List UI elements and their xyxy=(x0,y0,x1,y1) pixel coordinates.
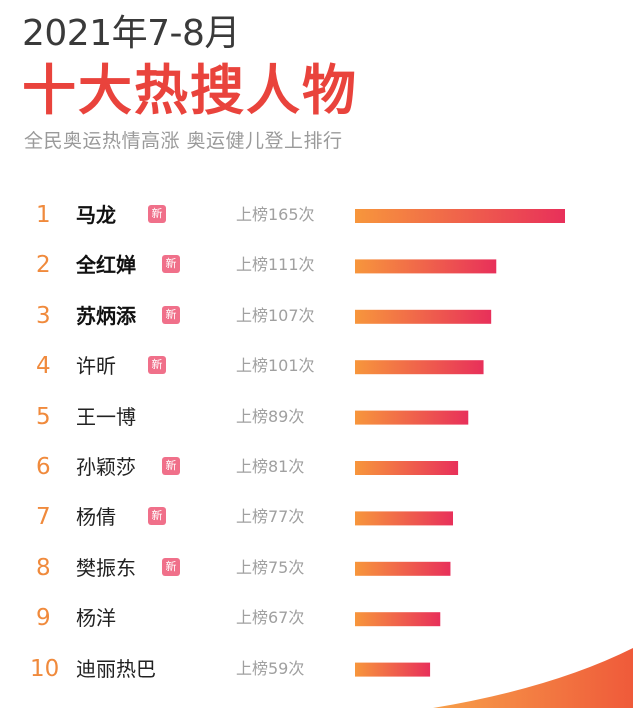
new-badge: 新 xyxy=(162,557,180,576)
count-label: 上榜89次 xyxy=(236,406,305,426)
person-name: 杨洋 xyxy=(76,606,116,631)
count-label: 上榜67次 xyxy=(236,608,305,628)
rank-number: 4 xyxy=(36,353,51,380)
main-title: 十大热搜人物 xyxy=(22,59,358,122)
bar-chart xyxy=(355,209,565,677)
new-badge: 新 xyxy=(162,457,180,475)
bar-樊振东 xyxy=(355,561,451,576)
count-label: 上榜77次 xyxy=(236,507,305,527)
count-label: 上榜165次 xyxy=(236,205,315,224)
bar-迪丽热巴 xyxy=(355,662,431,677)
person-name: 马龙 xyxy=(76,203,116,227)
new-badge: 新 xyxy=(162,255,180,274)
count-label: 上榜107次 xyxy=(236,305,315,325)
ranking-row: 3 苏炳添 新 上榜107次 xyxy=(0,292,633,342)
bar-杨倩 xyxy=(355,511,453,526)
rank-number: 3 xyxy=(36,302,51,329)
person-name: 王一博 xyxy=(76,404,136,429)
bar-马龙 xyxy=(355,209,565,223)
ranking-row: 4 许昕 新 上榜101次 xyxy=(0,342,633,392)
bar-苏炳添 xyxy=(355,309,492,324)
subtitle: 全民奥运热情高涨 奥运健儿登上排行 xyxy=(24,130,343,152)
rank-number: 5 xyxy=(36,403,51,430)
count-label: 上榜111次 xyxy=(236,255,315,275)
rank-number: 8 xyxy=(36,554,51,581)
ranking-row: 1 马龙 新 上榜165次 xyxy=(0,191,633,241)
person-name: 全红婵 xyxy=(76,253,136,278)
rank-number: 7 xyxy=(36,504,51,531)
person-name: 许昕 xyxy=(76,354,116,379)
ranking-row: 5 王一博 上榜89次 xyxy=(0,393,633,443)
ranking-row: 10 迪丽热巴 上榜59次 xyxy=(0,645,633,695)
rank-number: 10 xyxy=(30,655,60,682)
person-name: 苏炳添 xyxy=(76,303,136,328)
bar-许昕 xyxy=(355,360,484,375)
bar-王一博 xyxy=(355,410,469,425)
count-label: 上榜101次 xyxy=(236,356,315,376)
person-name: 杨倩 xyxy=(76,505,116,530)
new-badge: 新 xyxy=(148,205,166,223)
count-label: 上榜81次 xyxy=(236,457,305,476)
rank-number: 2 xyxy=(36,252,51,279)
bar-孙颖莎 xyxy=(355,461,459,475)
new-badge: 新 xyxy=(148,507,166,526)
ranking-row: 2 全红婵 新 上榜111次 xyxy=(0,241,633,291)
count-label: 上榜75次 xyxy=(236,557,305,577)
person-name: 樊振东 xyxy=(76,555,136,580)
new-badge: 新 xyxy=(162,305,180,324)
count-label: 上榜59次 xyxy=(236,658,305,678)
ranking-row: 7 杨倩 新 上榜77次 xyxy=(0,493,633,543)
rank-number: 6 xyxy=(36,454,51,480)
rank-number: 1 xyxy=(36,202,51,228)
bar-全红婵 xyxy=(355,259,497,274)
decorative-swoosh xyxy=(433,648,633,708)
bar-杨洋 xyxy=(355,612,441,627)
new-badge: 新 xyxy=(148,356,166,375)
ranking-row: 8 樊振东 新 上榜75次 xyxy=(0,544,633,594)
ranking-row: 6 孙颖莎 新 上榜81次 xyxy=(0,443,633,493)
person-name: 迪丽热巴 xyxy=(76,656,156,681)
rank-number: 9 xyxy=(36,605,51,632)
person-name: 孙颖莎 xyxy=(76,455,136,479)
ranking-row: 9 杨洋 上榜67次 xyxy=(0,594,633,644)
date-title: 2021年7-8月 xyxy=(22,13,240,54)
